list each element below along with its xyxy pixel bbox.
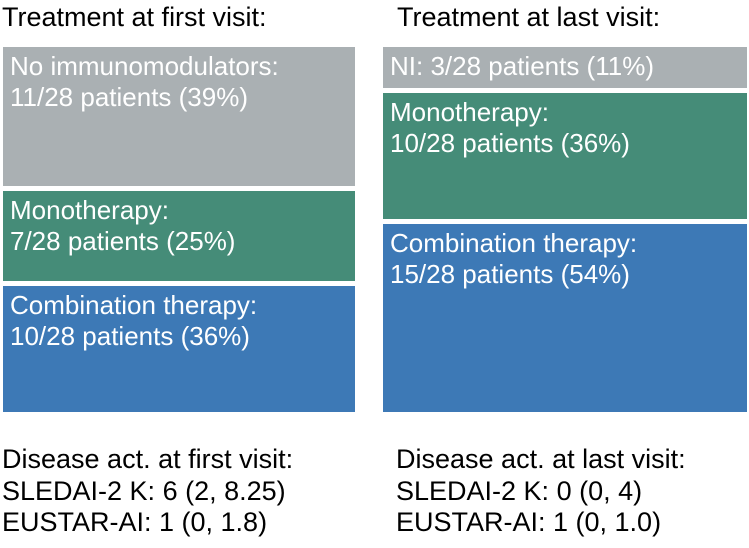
- segment-label: Monotherapy:: [10, 194, 169, 225]
- segment-combination-therapy-last: Combination therapy: 15/28 patients (54%): [383, 224, 747, 412]
- segment-label: 10/28 patients (36%): [390, 127, 630, 158]
- segment-label: 7/28 patients (25%): [10, 225, 236, 256]
- segment-label: 15/28 patients (54%): [390, 259, 630, 290]
- segment-label: 11/28 patients (39%): [10, 82, 248, 112]
- segment-no-immunomodulators-last: NI: 3/28 patients (11%): [383, 47, 747, 88]
- first-visit-stack: No immunomodulators: 11/28 patients (39%)…: [3, 47, 355, 412]
- first-visit-heading: Treatment at first visit:: [2, 2, 267, 32]
- segment-monotherapy-last: Monotherapy: 10/28 patients (36%): [383, 92, 747, 220]
- segment-monotherapy-first: Monotherapy: 7/28 patients (25%): [3, 190, 355, 281]
- segment-combination-therapy-first: Combination therapy: 10/28 patients (36%): [3, 285, 355, 412]
- segment-label: Combination therapy:: [390, 228, 638, 259]
- segment-label: NI: 3/28 patients (11%): [390, 51, 654, 81]
- segment-no-immunomodulators-first: No immunomodulators: 11/28 patients (39%): [3, 47, 355, 186]
- segment-label: No immunomodulators:: [10, 51, 279, 81]
- disease-activity-line: EUSTAR-AI: 1 (0, 1.8): [2, 507, 268, 537]
- segment-label: Combination therapy:: [10, 289, 258, 320]
- disease-activity-line: SLEDAI-2 K: 6 (2, 8.25): [2, 475, 286, 506]
- first-visit-disease-activity: Disease act. at first visit: SLEDAI-2 K: …: [2, 444, 293, 539]
- last-visit-heading: Treatment at last visit:: [397, 2, 661, 32]
- segment-label: Monotherapy:: [390, 96, 549, 127]
- disease-activity-line: EUSTAR-AI: 1 (0, 1.0): [396, 507, 662, 537]
- last-visit-disease-activity: Disease act. at last visit: SLEDAI-2 K: 0…: [396, 444, 686, 539]
- disease-activity-line: SLEDAI-2 K: 0 (0, 4): [396, 475, 643, 506]
- last-visit-stack: NI: 3/28 patients (11%) Monotherapy: 10/28…: [383, 47, 747, 412]
- disease-activity-line: Disease act. at first visit:: [2, 444, 294, 474]
- disease-activity-line: Disease act. at last visit:: [396, 444, 686, 474]
- segment-label: 10/28 patients (36%): [10, 320, 250, 351]
